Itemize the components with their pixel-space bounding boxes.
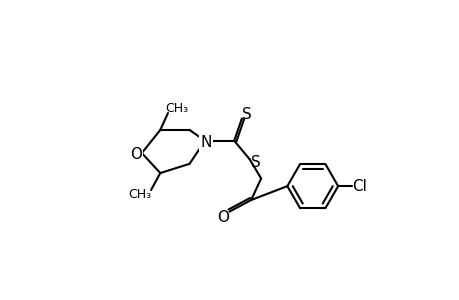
Text: Cl: Cl xyxy=(352,178,366,194)
Text: O: O xyxy=(217,210,229,225)
Text: N: N xyxy=(200,135,211,150)
Text: CH₃: CH₃ xyxy=(165,102,188,115)
Text: O: O xyxy=(129,147,141,162)
Text: S: S xyxy=(250,155,260,170)
Text: CH₃: CH₃ xyxy=(129,188,151,201)
Text: S: S xyxy=(242,107,252,122)
